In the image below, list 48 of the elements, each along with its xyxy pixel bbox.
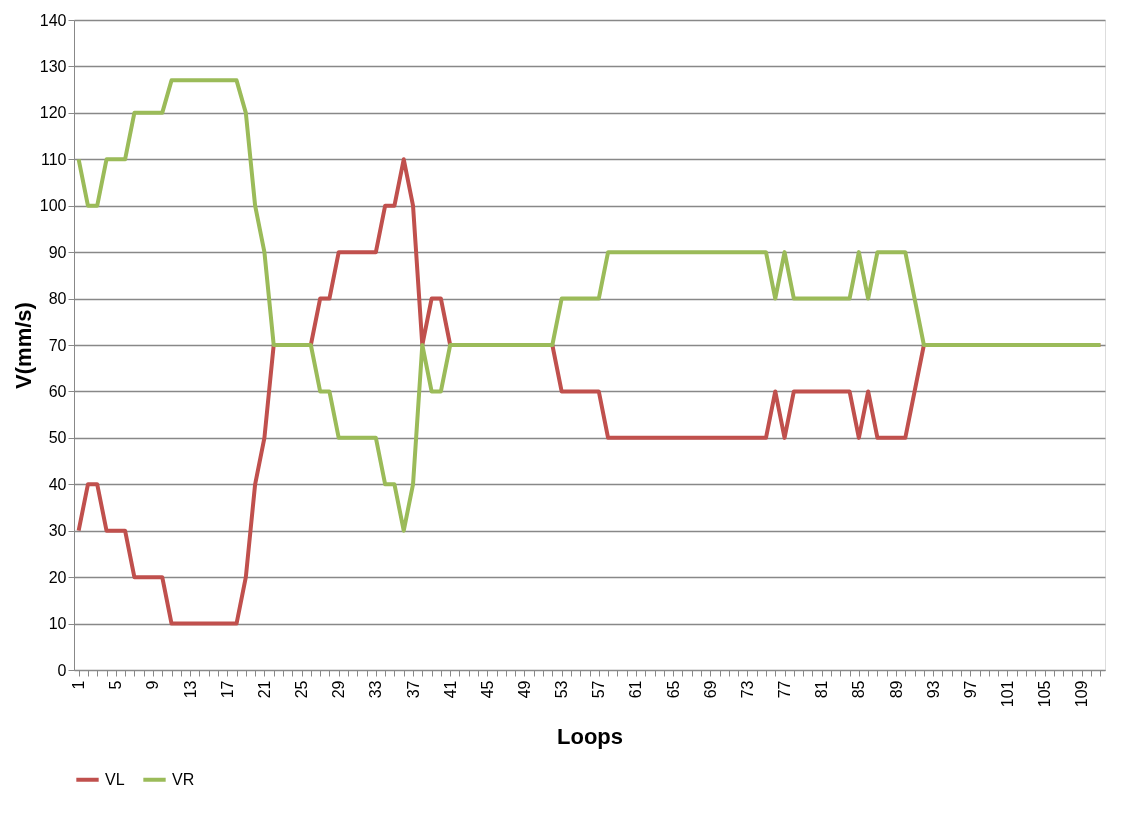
x-tick-label: 53	[553, 680, 571, 699]
y-tick-label: 140	[39, 11, 67, 29]
x-tick-label: 65	[664, 680, 682, 699]
x-tick-label: 97	[961, 680, 979, 699]
y-tick-label: 70	[48, 336, 67, 354]
x-tick-label: 29	[330, 680, 348, 699]
x-tick-label: 33	[367, 680, 385, 699]
x-tick-label: 41	[441, 680, 459, 699]
x-tick-label: 69	[701, 680, 719, 699]
legend-label: VR	[172, 770, 195, 788]
y-tick-label: 110	[40, 150, 67, 168]
y-axis-title: V(mm/s)	[10, 302, 36, 389]
y-tick-label: 80	[48, 290, 67, 308]
x-tick-label: 89	[887, 680, 905, 699]
legend-label: VL	[105, 770, 125, 788]
y-tick-label: 40	[48, 475, 67, 493]
y-tick-label: 120	[39, 104, 67, 122]
x-tick-label: 45	[478, 680, 496, 699]
x-tick-label: 61	[627, 680, 645, 699]
x-tick-label: 13	[181, 680, 199, 699]
y-tick-label: 10	[48, 615, 67, 633]
x-tick-label: 17	[218, 680, 236, 699]
x-tick-label: 93	[924, 680, 942, 699]
y-tick-label: 30	[48, 522, 67, 540]
x-tick-label: 85	[850, 680, 868, 699]
x-tick-label: 1	[70, 680, 88, 690]
x-tick-label: 57	[590, 680, 608, 699]
x-tick-label: 9	[144, 680, 162, 690]
x-tick-label: 49	[515, 680, 533, 699]
x-tick-label: 109	[1073, 680, 1091, 708]
line-series	[76, 78, 1103, 533]
x-tick-label: 21	[255, 680, 273, 699]
y-tick-label: 100	[39, 197, 67, 215]
x-tick-label: 37	[404, 680, 422, 699]
x-axis-title: Loops	[557, 724, 623, 750]
x-tick-label: 81	[813, 680, 831, 699]
y-tick-label: 90	[48, 243, 67, 261]
y-tick-label: 130	[39, 57, 67, 75]
x-tick-label: 73	[738, 680, 756, 699]
y-tick-label: 50	[48, 429, 67, 447]
x-tick-label: 25	[293, 680, 311, 699]
x-tick-label: 5	[107, 680, 125, 690]
x-tick-label: 105	[1036, 680, 1054, 708]
y-tick-label: 60	[48, 382, 67, 400]
x-tick-label: 101	[998, 680, 1016, 708]
y-tick-label: 0	[57, 661, 67, 679]
x-tick-label: 77	[776, 680, 794, 699]
y-tick-label: 20	[48, 568, 67, 586]
